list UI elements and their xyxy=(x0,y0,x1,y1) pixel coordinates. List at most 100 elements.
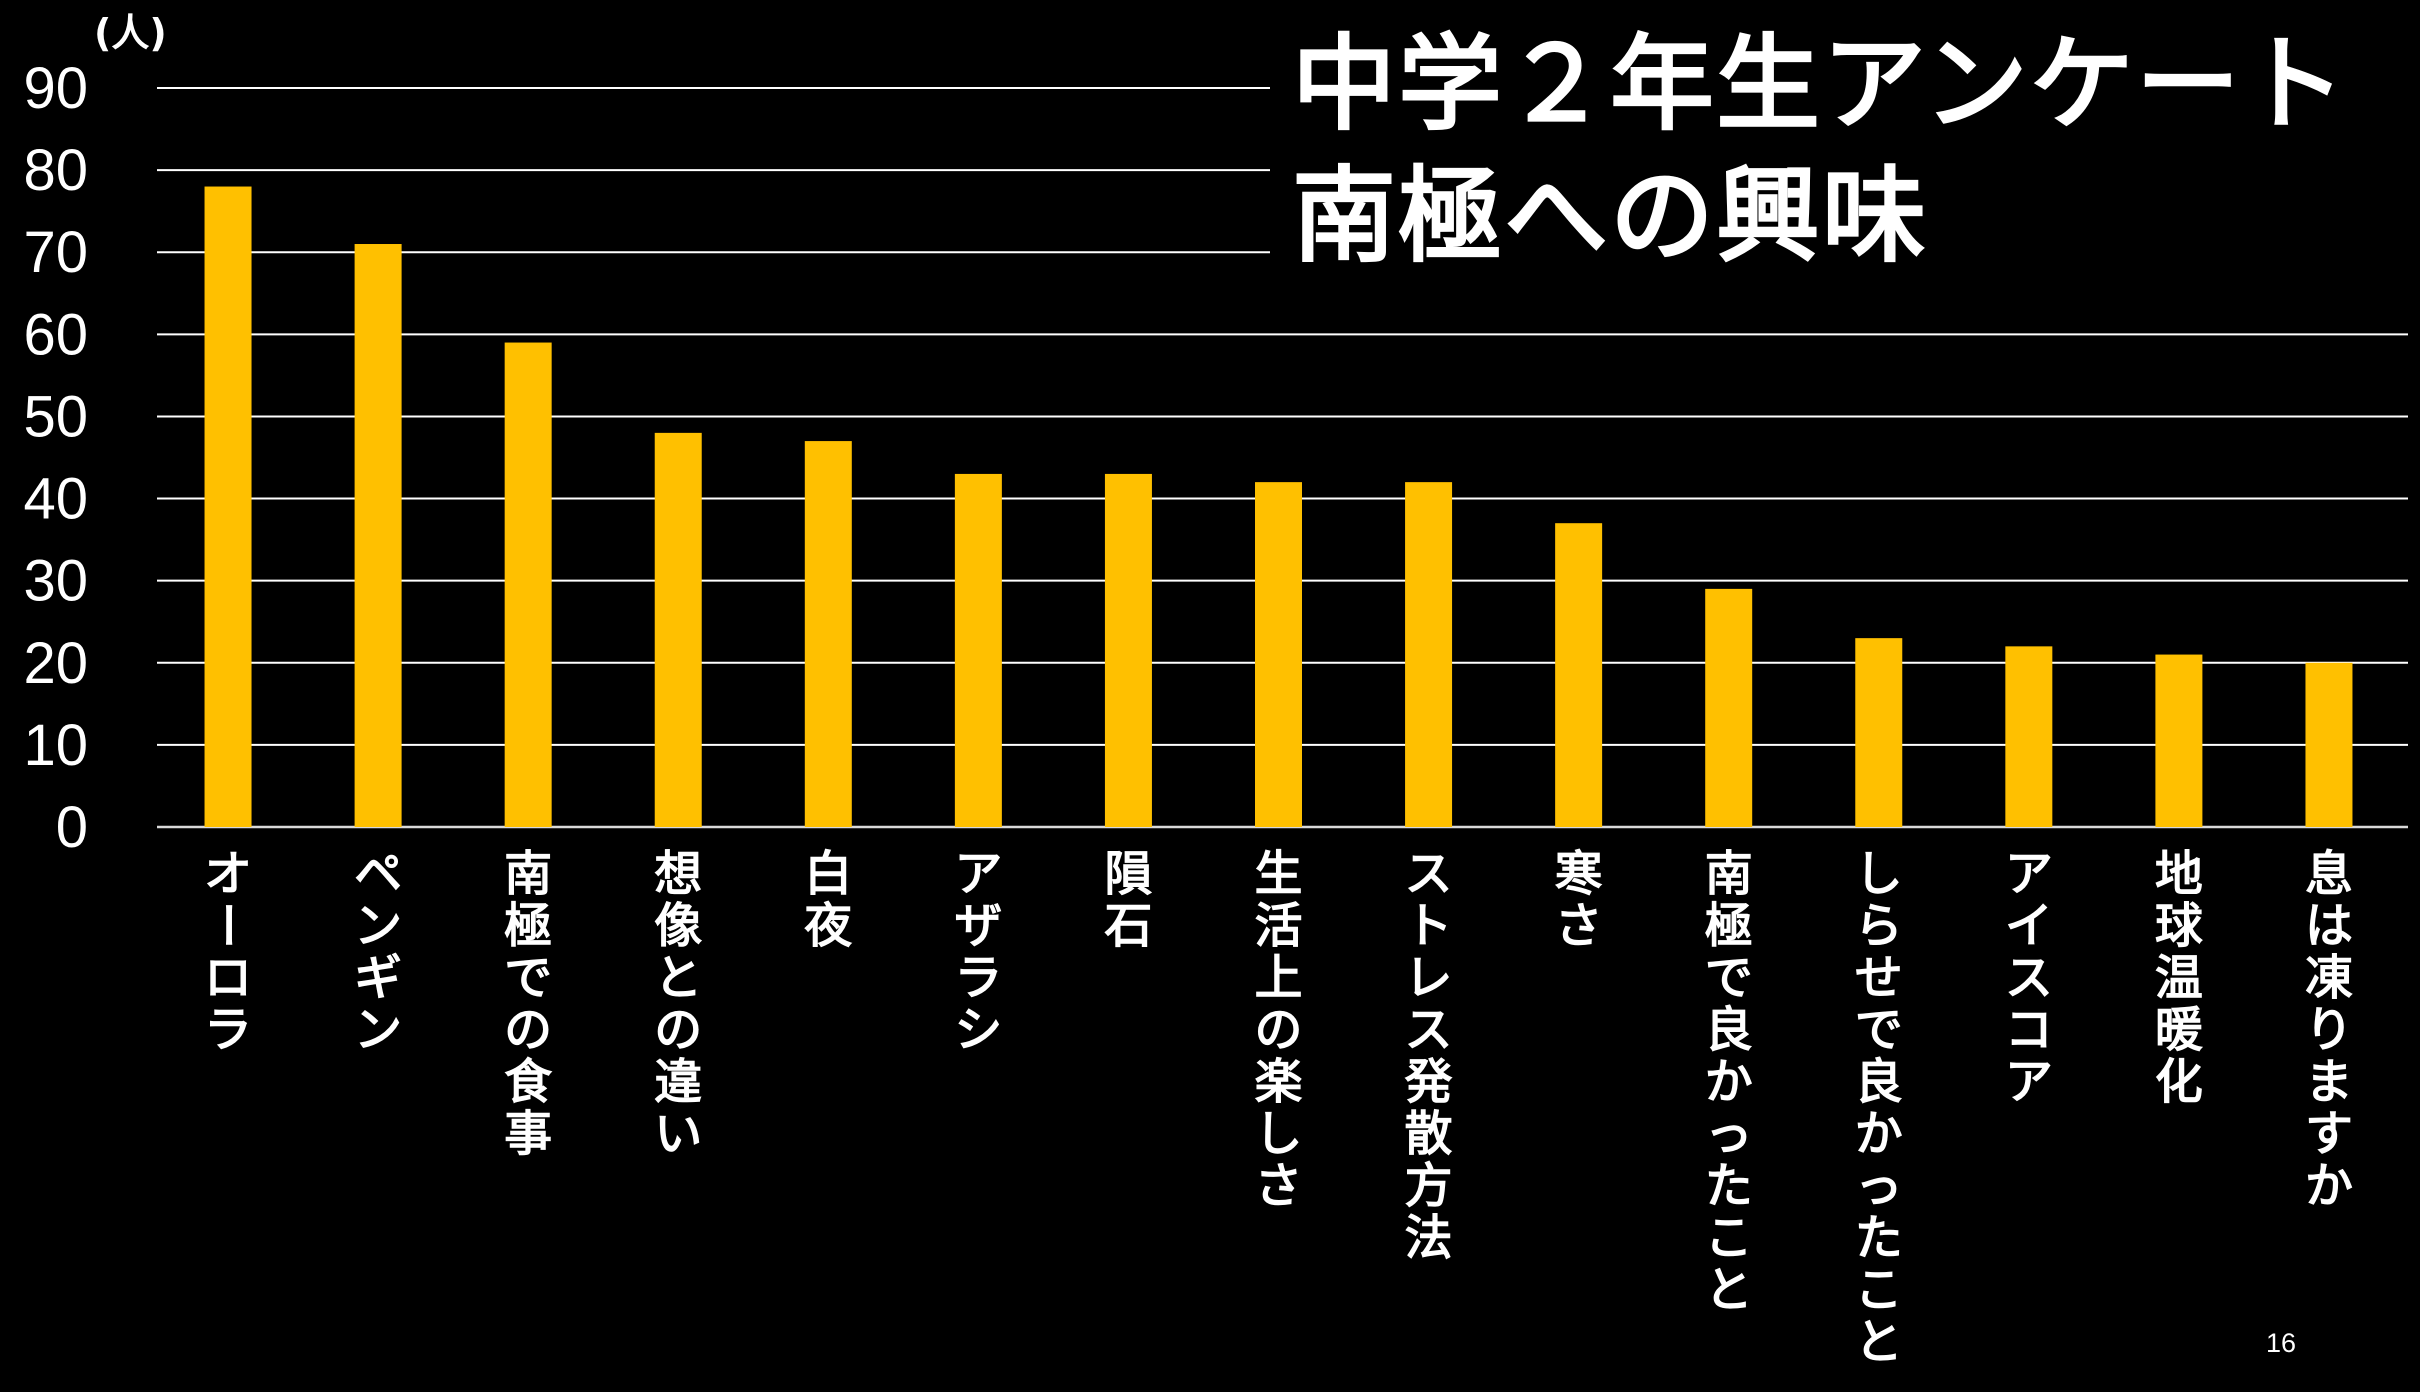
svg-text:ま: ま xyxy=(2305,1054,2353,1110)
svg-text:の: の xyxy=(654,1002,702,1058)
bar xyxy=(954,473,1002,827)
bar xyxy=(1104,473,1152,827)
svg-text:像: 像 xyxy=(654,898,702,954)
svg-text:で: で xyxy=(1705,950,1753,1006)
svg-text:っ: っ xyxy=(1705,1106,1753,1162)
svg-text:南: 南 xyxy=(1705,846,1753,902)
svg-text:事: 事 xyxy=(504,1106,552,1162)
svg-text:球: 球 xyxy=(2155,898,2204,954)
bars xyxy=(204,186,2353,828)
svg-text:と: と xyxy=(1705,1262,1753,1318)
x-tick-label: 白夜 xyxy=(803,846,853,954)
svg-text:極: 極 xyxy=(504,898,552,954)
bar xyxy=(204,186,252,828)
svg-text:生: 生 xyxy=(1254,846,1302,902)
svg-text:活: 活 xyxy=(1254,898,1302,954)
x-tick-label: 隕石 xyxy=(1104,846,1152,954)
y-tick-label: 40 xyxy=(23,467,88,532)
svg-text:ス: ス xyxy=(1405,1002,1453,1058)
svg-text:の: の xyxy=(1254,1002,1302,1058)
bar xyxy=(2305,662,2353,827)
y-tick-label: 20 xyxy=(23,631,88,696)
svg-text:方: 方 xyxy=(1405,1158,1453,1214)
svg-text:シ: シ xyxy=(954,1002,1002,1058)
svg-text:ラ: ラ xyxy=(204,1002,252,1058)
bar xyxy=(1555,523,1603,827)
svg-text:地: 地 xyxy=(2155,846,2203,902)
svg-text:ン: ン xyxy=(354,1002,402,1058)
svg-text:の: の xyxy=(504,1002,552,1058)
bar xyxy=(654,432,702,827)
svg-text:良: 良 xyxy=(1855,1054,1903,1110)
svg-text:か: か xyxy=(2305,1158,2353,1214)
svg-text:ア: ア xyxy=(954,846,1002,902)
svg-text:息: 息 xyxy=(2305,846,2353,902)
y-tick-label: 10 xyxy=(23,713,88,778)
svg-text:法: 法 xyxy=(1405,1210,1453,1266)
svg-text:ラ: ラ xyxy=(954,950,1002,1006)
y-tick-label: 60 xyxy=(23,302,88,367)
svg-text:さ: さ xyxy=(1555,898,1603,954)
svg-text:イ: イ xyxy=(2005,898,2053,954)
svg-text:で: で xyxy=(1855,1002,1903,1058)
svg-text:か: か xyxy=(1855,1106,1903,1162)
svg-text:南: 南 xyxy=(504,846,552,902)
svg-text:隕: 隕 xyxy=(1104,846,1152,902)
svg-text:化: 化 xyxy=(2155,1054,2203,1110)
y-tick-label: 30 xyxy=(23,549,88,614)
svg-text:り: り xyxy=(2305,1002,2353,1058)
page-number: 16 xyxy=(2266,1328,2297,1358)
bar xyxy=(1855,638,1903,827)
svg-text:こ: こ xyxy=(1855,1262,1903,1318)
y-axis-unit-label: (人) xyxy=(94,11,167,55)
svg-text:想: 想 xyxy=(654,846,702,902)
svg-text:さ: さ xyxy=(1254,1158,1302,1214)
svg-text:ギ: ギ xyxy=(354,950,402,1006)
svg-text:食: 食 xyxy=(504,1054,553,1110)
svg-text:た: た xyxy=(1705,1158,1753,1214)
svg-text:ン: ン xyxy=(354,898,402,954)
bar xyxy=(2155,654,2203,827)
y-tick-label: 70 xyxy=(23,220,88,285)
svg-text:散: 散 xyxy=(1405,1106,1453,1162)
svg-text:か: か xyxy=(1705,1054,1753,1110)
chart-subtitle: 南極への興味 xyxy=(1292,155,1929,277)
svg-text:い: い xyxy=(654,1106,702,1162)
title-block: 中学２年生アンケート 南極への興味 xyxy=(1270,18,2378,282)
bar xyxy=(1705,588,1753,827)
svg-text:暖: 暖 xyxy=(2155,1002,2204,1058)
svg-text:ら: ら xyxy=(1855,898,1903,954)
bar xyxy=(354,244,402,827)
y-axis-ticks: 0 10 20 30 40 50 60 70 80 90 xyxy=(23,56,88,860)
svg-text:温: 温 xyxy=(2155,950,2203,1006)
bar xyxy=(1255,482,1302,827)
svg-text:寒: 寒 xyxy=(1555,846,1603,902)
svg-text:良: 良 xyxy=(1705,1002,1753,1058)
x-tick-label: 寒さ xyxy=(1555,846,1603,954)
svg-text:凍: 凍 xyxy=(2305,950,2353,1006)
svg-text:楽: 楽 xyxy=(1254,1054,1302,1110)
svg-text:た: た xyxy=(1855,1210,1903,1266)
svg-text:夜: 夜 xyxy=(803,898,853,954)
y-tick-label: 80 xyxy=(23,138,88,203)
svg-text:発: 発 xyxy=(1405,1054,1454,1110)
y-tick-label: 50 xyxy=(23,384,88,449)
svg-text:石: 石 xyxy=(1104,898,1152,954)
svg-text:し: し xyxy=(1855,846,1903,902)
svg-text:ス: ス xyxy=(1405,846,1453,902)
svg-text:白: 白 xyxy=(804,846,852,902)
svg-text:す: す xyxy=(2305,1106,2353,1162)
bar xyxy=(2005,646,2053,827)
svg-text:っ: っ xyxy=(1855,1158,1903,1214)
chart-title: 中学２年生アンケート xyxy=(1292,23,2348,145)
